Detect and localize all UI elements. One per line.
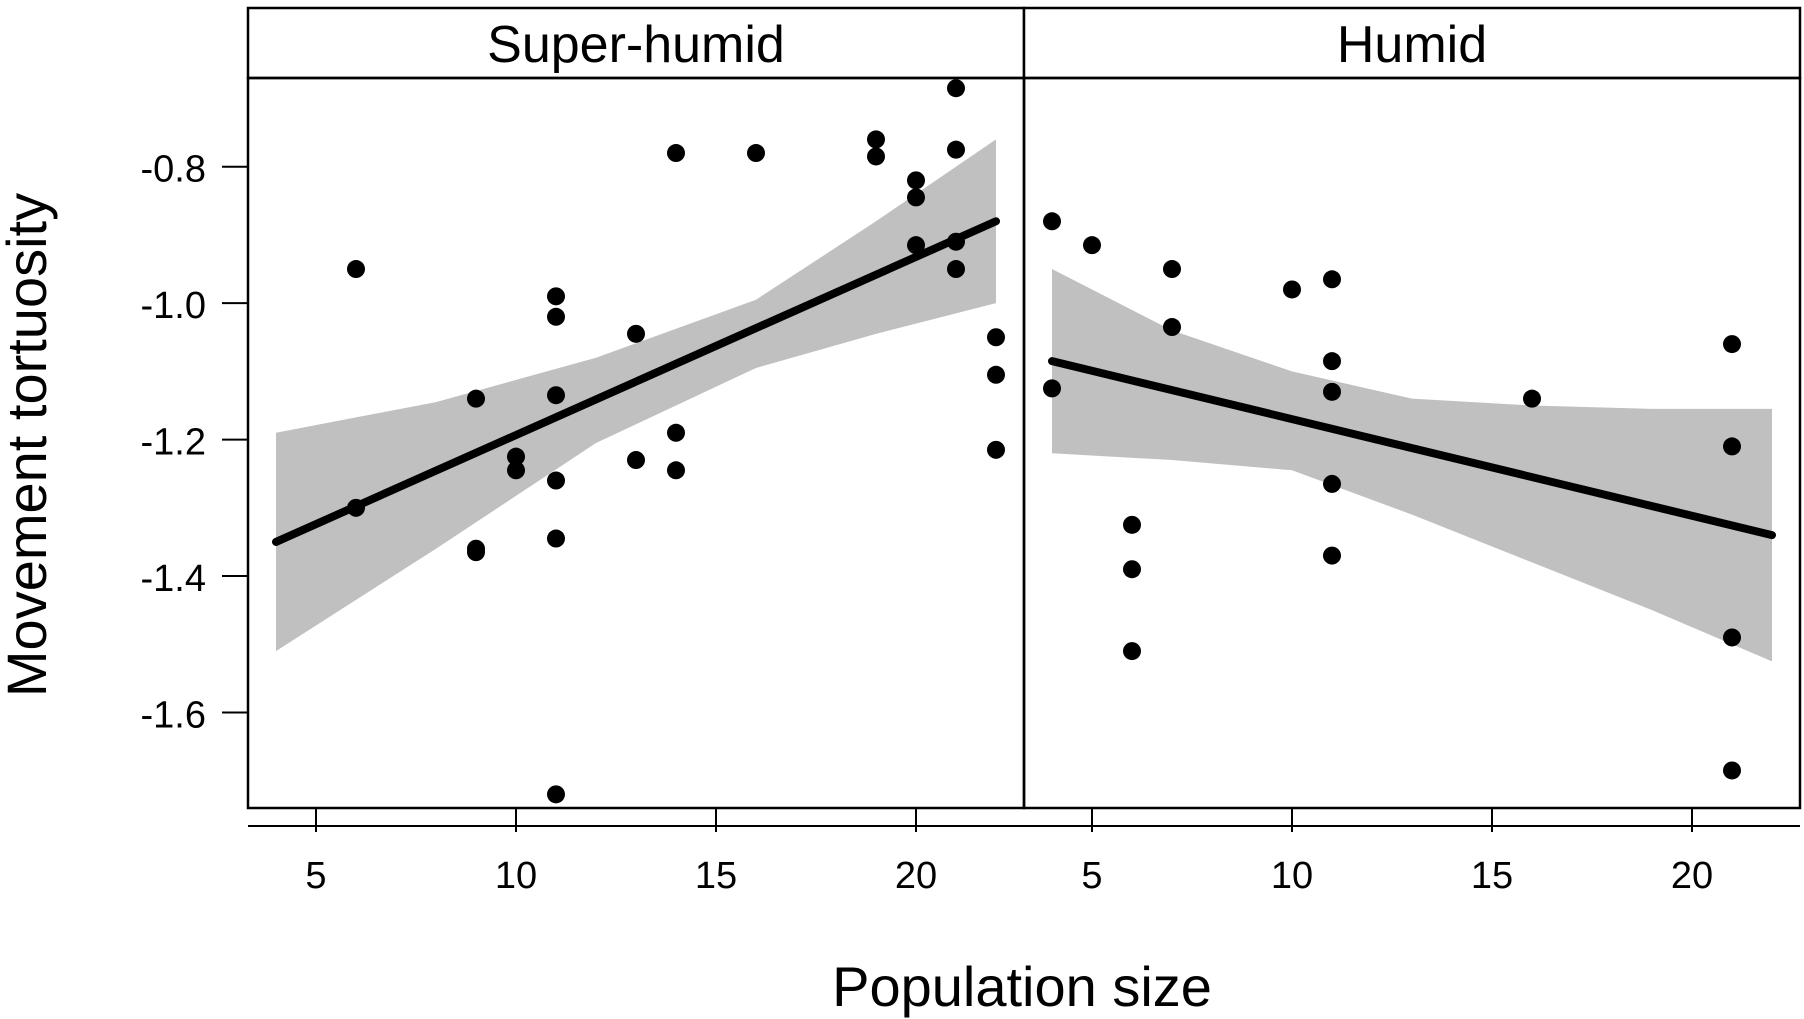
data-point: [1323, 270, 1341, 289]
data-point: [1163, 260, 1181, 279]
data-point: [547, 529, 565, 548]
data-point: [987, 328, 1005, 347]
confidence-band: [1052, 269, 1772, 662]
data-point: [547, 471, 565, 490]
data-point: [507, 447, 525, 466]
x-axis-label: Population size: [832, 955, 1212, 1018]
x-tick-label: 20: [895, 855, 937, 897]
data-point: [867, 130, 885, 149]
data-point: [547, 287, 565, 306]
y-tick-label: -1.6: [141, 694, 206, 736]
data-point: [947, 140, 965, 159]
data-point: [1123, 560, 1141, 579]
data-point: [1323, 546, 1341, 565]
data-point: [547, 386, 565, 405]
regression-line: [1048, 357, 1776, 540]
data-point: [947, 260, 965, 279]
y-tick-label: -1.0: [141, 285, 206, 327]
data-point: [907, 188, 925, 207]
data-point: [1043, 212, 1061, 231]
x-tick-label: 5: [1081, 855, 1102, 897]
data-point: [347, 260, 365, 279]
data-point: [1523, 389, 1541, 408]
regression-line: [272, 217, 1000, 546]
data-point: [747, 144, 765, 163]
data-point: [1723, 761, 1741, 780]
panel-super-humid: Super-humid 5 10 15 20: [246, 6, 1026, 897]
y-tick-label: -0.8: [141, 149, 206, 191]
data-point: [947, 79, 965, 98]
data-point: [867, 147, 885, 166]
panel-strip: [1022, 6, 1802, 80]
x-tick-label: 15: [695, 855, 737, 897]
data-point: [1043, 379, 1061, 398]
data-point: [907, 171, 925, 190]
data-point: [1283, 280, 1301, 299]
data-point: [987, 365, 1005, 384]
data-point: [667, 423, 685, 442]
data-point: [1323, 474, 1341, 493]
data-point: [947, 232, 965, 251]
data-point: [907, 236, 925, 255]
confidence-band: [276, 139, 996, 652]
data-point: [1723, 437, 1741, 456]
panel-title: Humid: [1337, 16, 1487, 74]
data-point: [1723, 335, 1741, 354]
panel-frame: [1022, 76, 1802, 810]
x-tick-label: 20: [1671, 855, 1713, 897]
x-tick-label: 15: [1471, 855, 1513, 897]
data-point: [627, 324, 645, 343]
data-point: [1083, 236, 1101, 255]
y-axis-label: Movement tortuosity: [0, 193, 58, 697]
data-point: [1123, 642, 1141, 661]
y-tick-label: -1.4: [141, 558, 206, 600]
data-point: [467, 389, 485, 408]
data-point: [1323, 382, 1341, 401]
data-point: [347, 498, 365, 517]
data-point: [547, 785, 565, 804]
data-point: [1723, 628, 1741, 647]
data-point: [1163, 318, 1181, 337]
data-point: [1123, 515, 1141, 534]
x-tick-label: 10: [1271, 855, 1313, 897]
data-point: [627, 451, 645, 470]
panel-humid: Humid 5 10 15 20: [1022, 6, 1802, 897]
x-tick-label: 5: [305, 855, 326, 897]
panel-strip: [246, 6, 1026, 80]
data-point: [1323, 352, 1341, 371]
data-point: [987, 440, 1005, 459]
data-point: [667, 144, 685, 163]
data-point: [467, 543, 485, 562]
data-point: [547, 307, 565, 326]
panel-title: Super-humid: [487, 16, 785, 74]
y-tick-label: -1.2: [141, 422, 206, 464]
x-tick-label: 10: [495, 855, 537, 897]
data-point: [667, 461, 685, 480]
data-point: [507, 461, 525, 480]
